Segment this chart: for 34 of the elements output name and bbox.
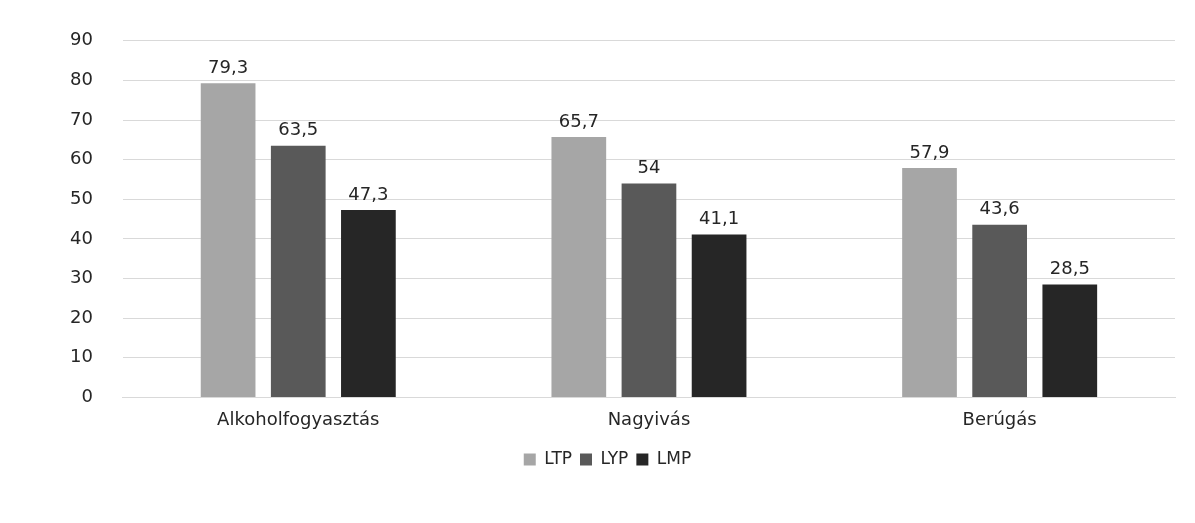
x-tick-label: Alkoholfogyasztás	[217, 407, 380, 429]
y-tick-label: 0	[81, 385, 93, 407]
x-tick-label: Berúgás	[962, 407, 1037, 429]
y-tick-label: 40	[70, 226, 93, 248]
data-label: 54	[637, 156, 661, 178]
y-tick-label: 50	[70, 186, 93, 208]
y-tick-label: 80	[70, 68, 93, 90]
legend-label: LMP	[656, 447, 692, 468]
legend-label: LYP	[600, 447, 629, 468]
bar	[902, 167, 957, 397]
data-label: 43,6	[979, 197, 1020, 219]
bar	[691, 234, 747, 397]
data-label: 57,9	[909, 140, 950, 162]
y-tick-label: 90	[70, 28, 93, 50]
data-label: 79,3	[208, 55, 249, 77]
data-label: 47,3	[348, 182, 389, 204]
y-tick-label: 70	[70, 107, 93, 129]
bar	[1042, 284, 1098, 397]
bar	[200, 83, 256, 397]
bar	[270, 145, 326, 397]
data-label: 41,1	[699, 207, 740, 229]
y-tick-label: 60	[70, 147, 93, 169]
bar	[972, 224, 1028, 397]
y-tick-label: 20	[70, 305, 93, 327]
data-label: 65,7	[558, 109, 599, 131]
bar	[551, 137, 607, 397]
bar	[621, 183, 677, 397]
bar	[341, 209, 396, 397]
y-tick-label: 30	[70, 266, 93, 288]
legend-label: LTP	[544, 447, 573, 468]
x-tick-label: Nagyivás	[607, 407, 691, 429]
y-tick-label: 10	[70, 345, 93, 367]
data-label: 28,5	[1049, 257, 1090, 279]
data-label: 63,5	[278, 118, 319, 140]
